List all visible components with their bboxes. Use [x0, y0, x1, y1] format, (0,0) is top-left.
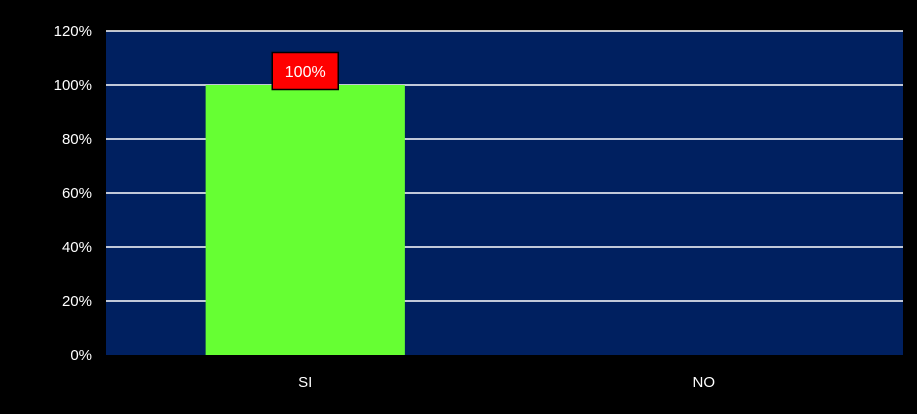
bars	[205, 85, 405, 355]
y-tick-label: 20%	[62, 293, 92, 310]
y-tick-label: 120%	[54, 23, 92, 40]
y-tick-label: 40%	[62, 239, 92, 256]
y-tick-label: 100%	[54, 77, 92, 94]
y-tick-label: 60%	[62, 185, 92, 202]
y-tick-label: 0%	[70, 347, 92, 364]
y-axis-tick-labels: 0% 20% 40% 60% 80% 100% 120%	[54, 23, 92, 364]
data-label: 100%	[271, 51, 339, 91]
bar-si	[205, 85, 405, 355]
x-tick-label: NO	[693, 374, 716, 391]
data-labels: 100%	[271, 51, 339, 91]
y-tick-label: 80%	[62, 131, 92, 148]
x-axis-category-labels: SI NO	[298, 374, 715, 391]
x-tick-label: SI	[298, 374, 312, 391]
data-label-box	[271, 51, 339, 91]
data-label-value: 100%	[285, 64, 326, 81]
